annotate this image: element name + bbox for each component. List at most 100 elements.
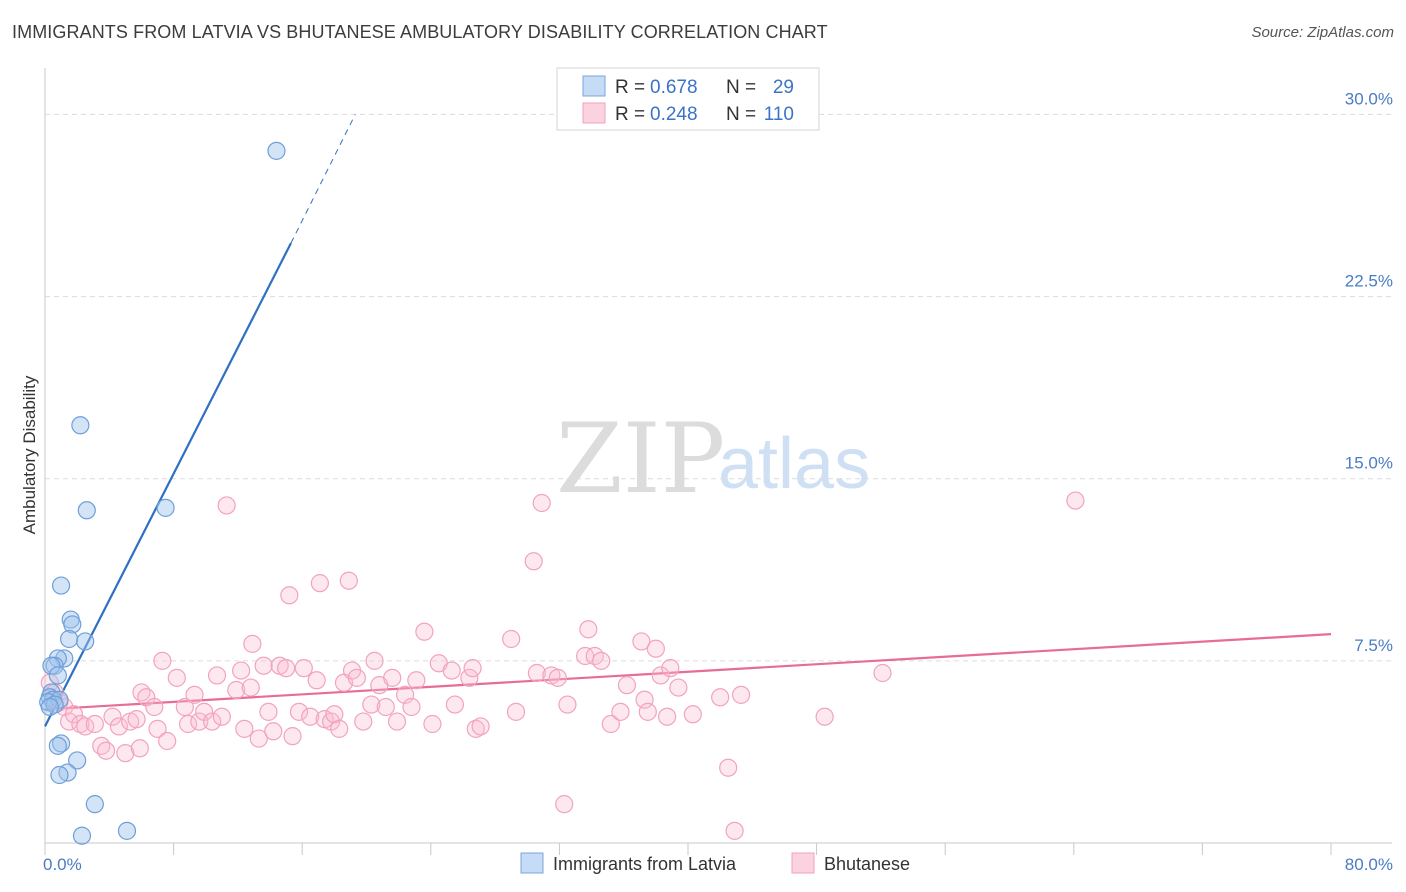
bhutanese-point [658, 707, 677, 726]
bhutanese-point [217, 496, 236, 515]
bhutanese-point [254, 656, 273, 675]
bhutanese-point [339, 571, 358, 590]
bhutanese-point [445, 695, 465, 714]
bhutanese-point [301, 707, 320, 726]
legend-swatch-latvia [582, 75, 606, 97]
bhutanese-point [185, 685, 204, 704]
legend-r-label-1: R = [615, 77, 645, 98]
bottom-legend-latvia: Immigrants from Latvia [553, 854, 737, 874]
bhutanese-point [116, 744, 135, 763]
series-legend: Immigrants from Latvia Bhutanese [520, 852, 910, 874]
y-tick-labels: 7.5% 15.0% 22.5% 30.0% [1345, 89, 1393, 654]
bhutanese-point [277, 659, 296, 678]
x-tick-label: 80.0% [1345, 855, 1393, 874]
bhutanese-point [130, 739, 149, 758]
bhutanese-point [280, 586, 299, 605]
bhutanese-point [158, 731, 177, 751]
bhutanese-point [167, 668, 186, 687]
bhutanese-point [64, 705, 84, 724]
bhutanese-point [310, 574, 329, 593]
bottom-legend-bhutanese: Bhutanese [824, 854, 910, 874]
bhutanese-point [601, 714, 620, 734]
bhutanese-point [153, 651, 172, 670]
bhutanese-point [259, 702, 278, 721]
y-tick-label: 30.0% [1345, 89, 1393, 108]
latvia-point [76, 632, 95, 651]
x-tick-labels: 0.0% 80.0% [43, 855, 1393, 874]
y-axis-label: Ambulatory Disability [20, 375, 39, 534]
bhutanese-point [96, 741, 116, 760]
bhutanese-point [638, 702, 657, 721]
bhutanese-point [387, 712, 407, 731]
bhutanese-point [203, 712, 222, 731]
bhutanese-point [407, 671, 426, 690]
bottom-legend-swatch-bhutanese [791, 852, 815, 874]
bhutanese-point [383, 668, 402, 687]
bhutanese-trend-line [44, 633, 1332, 711]
bhutanese-point [592, 651, 611, 670]
bhutanese-point [466, 719, 485, 738]
latvia-point [50, 765, 69, 785]
legend-r-value-1: 0.678 [650, 77, 698, 98]
legend-n-label-2: N = [726, 104, 756, 125]
bhutanese-point [85, 714, 104, 734]
bhutanese-point [506, 702, 526, 721]
bhutanese-point [362, 695, 381, 714]
bhutanese-point [661, 659, 680, 678]
watermark-atlas: atlas [718, 424, 870, 504]
bhutanese-point [148, 719, 167, 738]
latvia-point [51, 576, 71, 595]
latvia-point [156, 498, 175, 517]
bhutanese-point [502, 629, 521, 649]
bhutanese-point [555, 795, 574, 814]
bhutanese-point [365, 651, 384, 670]
bhutanese-point [460, 668, 479, 687]
bhutanese-point [207, 666, 227, 685]
chart-title: IMMIGRANTS FROM LATVIA VS BHUTANESE AMBU… [12, 22, 828, 42]
bhutanese-point [632, 632, 651, 651]
bhutanese-point [325, 705, 344, 724]
bhutanese-point [611, 702, 630, 721]
bhutanese-point [442, 661, 461, 680]
bhutanese-point [103, 707, 122, 726]
bhutanese-point [731, 685, 751, 704]
bhutanese-point [354, 712, 373, 731]
bhutanese-point [249, 729, 268, 748]
y-tick-label: 15.0% [1345, 454, 1393, 473]
latvia-point [42, 656, 61, 675]
y-tick-label: 7.5% [1354, 636, 1393, 655]
bhutanese-point [725, 821, 744, 840]
bhutanese-point [227, 680, 246, 700]
bhutanese-point [283, 727, 302, 746]
bhutanese-point [294, 659, 313, 678]
bhutanese-point [558, 695, 577, 714]
bhutanese-point [532, 493, 551, 513]
bhutanese-point [243, 634, 262, 653]
bhutanese-point [376, 697, 395, 717]
latvia-point [267, 141, 286, 160]
data-points [39, 141, 1085, 845]
legend-n-value-1: 29 [773, 77, 794, 98]
latvia-point [68, 751, 87, 770]
bhutanese-point [415, 622, 434, 641]
latvia-point [51, 734, 71, 753]
bhutanese-point [347, 668, 366, 687]
latvia-point [48, 736, 67, 755]
bhutanese-point [190, 712, 209, 731]
bhutanese-point [402, 697, 421, 717]
bhutanese-point [212, 707, 231, 726]
bhutanese-point [178, 714, 198, 734]
bhutanese-point [463, 659, 482, 678]
bhutanese-point [109, 717, 129, 736]
bhutanese-point [232, 661, 251, 680]
latvia-point [85, 795, 104, 814]
bhutanese-point [711, 688, 730, 707]
bhutanese-point [1066, 491, 1085, 510]
latvia-point [117, 821, 137, 840]
bhutanese-point [264, 722, 283, 741]
bhutanese-point [289, 702, 309, 721]
bhutanese-point [241, 678, 260, 697]
bhutanese-point [127, 710, 146, 729]
grid-lines [45, 113, 1392, 662]
